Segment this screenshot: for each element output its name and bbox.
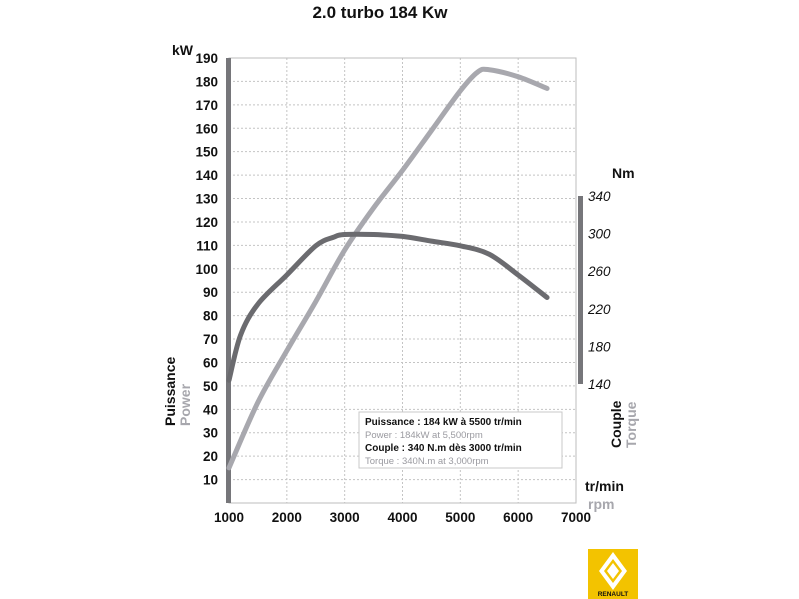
left-tick-label: 10 <box>203 473 218 488</box>
right-tick-label: 340 <box>588 189 611 204</box>
right-tick-label: 180 <box>588 339 611 354</box>
left-tick-label: 130 <box>195 192 218 207</box>
left-tick-label: 160 <box>195 121 218 136</box>
x-tick-label: 1000 <box>214 510 244 525</box>
left-tick-label: 40 <box>203 402 218 417</box>
left-axis-label-en: Power <box>177 383 193 426</box>
left-axis-unit: kW <box>172 42 194 58</box>
right-axis-label-en: Torque <box>623 401 639 448</box>
power-curve <box>226 66 550 471</box>
x-tick-label: 5000 <box>445 510 475 525</box>
left-tick-label: 20 <box>203 449 218 464</box>
right-axis-unit: Nm <box>612 165 635 181</box>
left-axis-bar <box>226 58 231 503</box>
left-tick-label: 140 <box>195 168 218 183</box>
x-axis-unit-fr: tr/min <box>585 478 624 494</box>
legend-line-power-fr: Puissance : 184 kW à 5500 tr/min <box>365 417 522 428</box>
right-axis-ticks: 140 180 220 260 300 340 <box>587 189 611 392</box>
left-tick-label: 110 <box>196 238 218 253</box>
left-tick-label: 60 <box>203 355 218 370</box>
x-tick-label: 2000 <box>272 510 302 525</box>
left-tick-label: 120 <box>195 215 218 230</box>
x-axis-ticks: 1000 2000 3000 4000 5000 6000 7000 <box>214 510 591 525</box>
right-axis-label-fr: Couple <box>608 400 624 448</box>
series-layer <box>226 66 550 471</box>
x-tick-label: 6000 <box>503 510 533 525</box>
left-tick-label: 180 <box>195 74 218 89</box>
legend-line-torque-fr: Couple : 340 N.m dès 3000 tr/min <box>365 443 522 454</box>
torque-curve <box>226 231 550 383</box>
legend-box <box>358 411 563 469</box>
left-tick-label: 190 <box>195 51 218 66</box>
brand-name: RENAULT <box>588 591 638 599</box>
grid <box>228 57 577 503</box>
left-tick-label: 100 <box>195 262 218 277</box>
left-tick-label: 170 <box>195 98 218 113</box>
right-tick-label: 300 <box>588 227 611 242</box>
right-tick-label: 220 <box>587 302 611 317</box>
left-tick-label: 50 <box>203 379 218 394</box>
left-tick-label: 30 <box>203 426 218 441</box>
x-tick-label: 4000 <box>387 510 417 525</box>
legend-line-power-en: Power : 184kW at 5,500rpm <box>365 430 483 441</box>
legend-line-torque-en: Torque : 340N.m at 3,000rpm <box>365 456 489 467</box>
right-tick-label: 140 <box>588 377 611 392</box>
x-tick-label: 3000 <box>330 510 360 525</box>
left-axis-ticks: 10 20 30 40 50 60 70 80 90 100 110 120 130 140 150 160 1… <box>195 51 218 488</box>
left-tick-label: 150 <box>195 145 218 160</box>
renault-diamond-logo <box>588 549 638 593</box>
left-axis-label-fr: Puissance <box>162 357 178 426</box>
left-tick-label: 70 <box>203 332 218 347</box>
x-axis-unit-en: rpm <box>588 496 614 512</box>
left-tick-label: 80 <box>203 309 218 324</box>
right-tick-label: 260 <box>587 264 611 279</box>
chart-title: 2.0 turbo 184 Kw <box>312 3 448 22</box>
legend: Puissance : 184 kW à 5500 tr/min Power :… <box>358 411 563 469</box>
left-tick-label: 90 <box>203 285 218 300</box>
x-tick-label: 7000 <box>561 510 591 525</box>
right-axis-bar <box>578 196 583 384</box>
